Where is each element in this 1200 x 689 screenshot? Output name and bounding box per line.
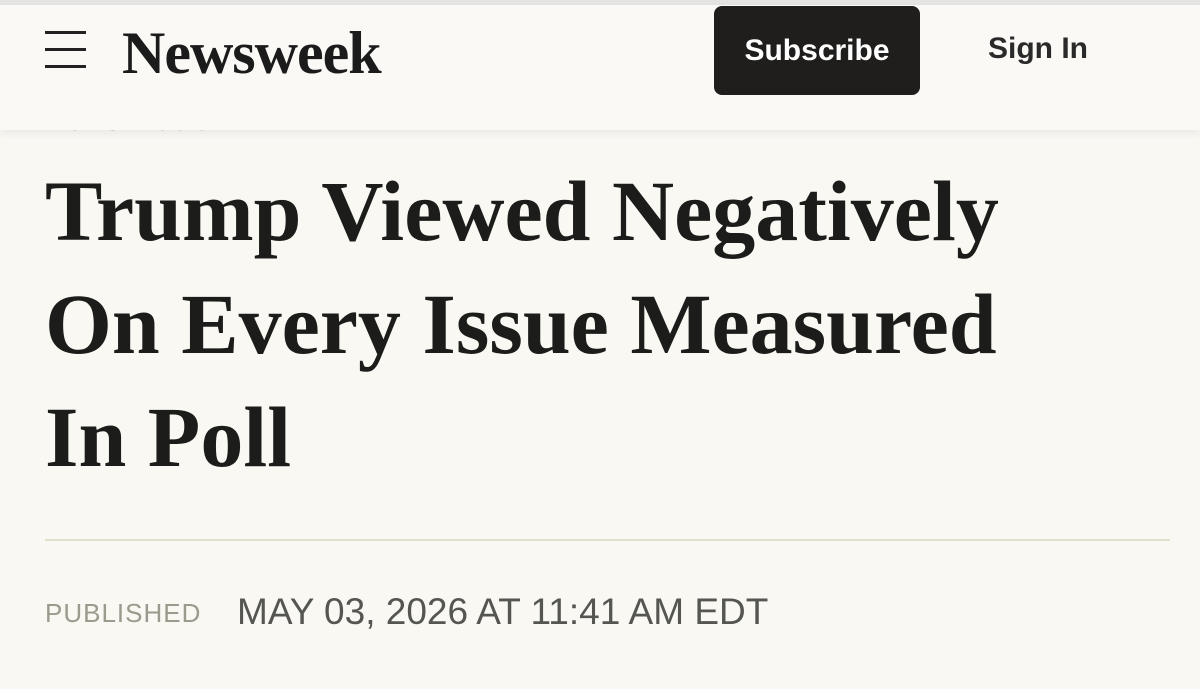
logo[interactable]: Newsweek — [122, 20, 382, 86]
divider — [45, 539, 1170, 541]
menu-bar — [45, 48, 86, 51]
site-header: Newsweek Subscribe Sign In — [0, 5, 1200, 130]
published-date: MAY 03, 2026 AT 11:41 AM EDT — [237, 591, 769, 632]
menu-bar — [45, 65, 86, 68]
headline: Trump Viewed Negatively On Every Issue M… — [45, 163, 999, 485]
menu-bar — [45, 31, 86, 34]
browser-strip — [0, 0, 1200, 5]
subscribe-button[interactable]: Subscribe — [714, 6, 920, 95]
published-label: PUBLISHED — [45, 598, 202, 628]
sign-in-link[interactable]: Sign In — [988, 32, 1088, 65]
menu-button[interactable] — [45, 31, 86, 68]
